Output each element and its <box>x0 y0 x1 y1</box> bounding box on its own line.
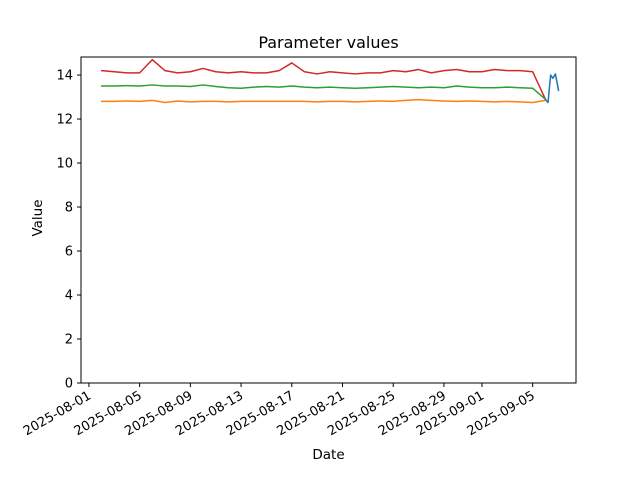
y-tick-label: 6 <box>65 245 73 260</box>
y-tick-label: 4 <box>65 289 73 304</box>
series-line-red <box>100 58 547 100</box>
series-line-blue <box>544 73 560 104</box>
series-line-green <box>100 84 547 100</box>
y-tick-label: 8 <box>65 201 73 216</box>
y-tick-label: 10 <box>56 157 73 172</box>
y-tick-label: 12 <box>56 113 73 128</box>
y-tick-label: 2 <box>65 333 73 348</box>
series-line-orange <box>100 98 547 104</box>
y-tick-label: 14 <box>56 69 73 84</box>
y-tick-label: 0 <box>65 377 73 392</box>
chart-title: Parameter values <box>258 33 399 52</box>
y-axis-label: Value <box>30 199 46 237</box>
x-axis-label: Date <box>312 447 345 463</box>
plot-frame <box>80 56 577 384</box>
